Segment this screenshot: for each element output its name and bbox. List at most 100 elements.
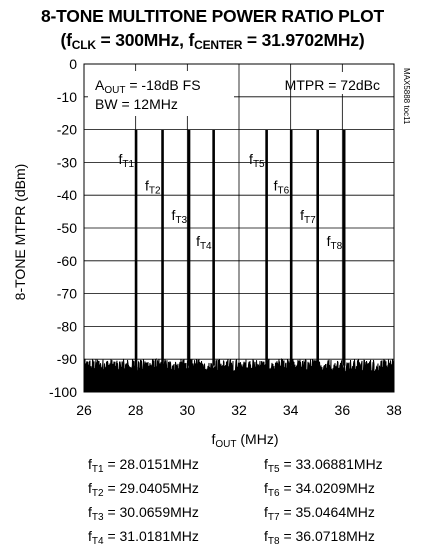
- legend-sub: T8: [267, 536, 280, 547]
- tone-label-sub: T6: [278, 185, 290, 196]
- tone-label-f: f: [145, 177, 149, 193]
- tone-label-f: f: [249, 151, 253, 167]
- tone-label-sub: T7: [304, 215, 316, 226]
- figure-code: MAX5888 toc11: [402, 68, 411, 125]
- x-axis-title-main: f: [212, 431, 216, 447]
- legend-sub: T5: [267, 464, 280, 475]
- x-tick-label: 28: [128, 402, 144, 418]
- tone-label-f: f: [118, 151, 122, 167]
- x-axis-title-sub: OUT: [215, 439, 236, 450]
- y-tick-label: -90: [57, 351, 77, 367]
- legend-right-row-2: fT7 = 35.0464MHz: [264, 503, 383, 527]
- legend-value: = 35.0464MHz: [279, 504, 375, 520]
- legend-right-row-1: fT6 = 34.0209MHz: [264, 479, 383, 503]
- title-sub-clk: CLK: [71, 38, 96, 52]
- tone-label-f: f: [274, 177, 278, 193]
- legend-value: = 34.0209MHz: [279, 480, 375, 496]
- y-tick-label: -10: [57, 89, 77, 105]
- legend-left-row-3: fT4 = 31.0181MHz: [88, 527, 199, 551]
- tone-label-t7: fT7: [300, 207, 316, 226]
- tone-label-sub: T2: [149, 185, 161, 196]
- tone-label-f: f: [171, 207, 175, 223]
- x-axis-title: fOUT (MHz): [212, 431, 279, 450]
- tone-label-t4: fT4: [196, 233, 212, 252]
- title-post: = 31.9702MHz): [242, 30, 365, 50]
- tone-label-f: f: [300, 207, 304, 223]
- x-tick-label: 36: [335, 402, 351, 418]
- y-axis-title: 8-TONE MTPR (dBm): [12, 164, 28, 301]
- tone-legend-right: fT5 = 33.06881MHz fT6 = 34.0209MHz fT7 =…: [264, 455, 383, 551]
- legend-value: = 36.0718MHz: [279, 528, 375, 544]
- legend-left-row-1: fT2 = 29.0405MHz: [88, 479, 199, 503]
- tone-label-f: f: [196, 233, 200, 249]
- y-tick-label: -80: [57, 318, 77, 334]
- legend-f: f: [88, 480, 92, 496]
- tone-label-sub: T4: [200, 241, 212, 252]
- legend-sub: T6: [267, 488, 280, 499]
- tone-label-sub: T5: [253, 159, 265, 170]
- annotation-aout-value: = -18dB FS: [125, 77, 200, 93]
- legend-sub: T3: [91, 512, 104, 523]
- x-tick-label: 26: [76, 402, 92, 418]
- title-pre: (f: [60, 30, 72, 50]
- annotation-mtpr: MTPR = 72dBc: [285, 77, 380, 93]
- legend-value: = 31.0181MHz: [103, 528, 199, 544]
- y-tick-label: 0: [69, 56, 77, 72]
- annotation-aout-sub: OUT: [104, 85, 125, 96]
- legend-f: f: [264, 456, 268, 472]
- x-tick-label: 38: [386, 402, 402, 418]
- legend-f: f: [264, 504, 268, 520]
- tone-label-sub: T3: [175, 215, 187, 226]
- tone-label-sub: T8: [331, 241, 343, 252]
- legend-sub: T1: [91, 464, 104, 475]
- legend-value: = 30.0659MHz: [103, 504, 199, 520]
- y-tick-label: -40: [57, 187, 77, 203]
- legend-left-row-0: fT1 = 28.0151MHz: [88, 455, 199, 479]
- noise-floor: [83, 357, 395, 392]
- legend-left-row-2: fT3 = 30.0659MHz: [88, 503, 199, 527]
- legend-value: = 28.0151MHz: [103, 456, 199, 472]
- annotation-aout: AOUT = -18dB FS: [95, 77, 201, 96]
- y-tick-label: -60: [57, 253, 77, 269]
- plot-frame: [83, 63, 395, 393]
- y-tick-label: -50: [57, 220, 77, 236]
- legend-sub: T7: [267, 512, 280, 523]
- legend-value: = 29.0405MHz: [103, 480, 199, 496]
- chart-title-line1: 8-TONE MULTITONE POWER RATIO PLOT: [40, 6, 385, 26]
- annotation-bw: BW = 12MHz: [95, 96, 178, 112]
- legend-f: f: [88, 456, 92, 472]
- tone-label-sub: T1: [122, 159, 134, 170]
- y-tick-label: -70: [57, 286, 77, 302]
- x-axis-title-unit: (MHz): [237, 431, 279, 447]
- tone-label-t8: fT8: [327, 233, 343, 252]
- noise-floor-fill: [84, 372, 394, 392]
- legend-sub: T4: [91, 536, 104, 547]
- title-mid: = 300MHz, f: [95, 30, 195, 50]
- tone-label-t5: fT5: [249, 151, 265, 170]
- x-tick-label: 34: [283, 402, 299, 418]
- x-tick-labels: 26 28 30 32 34 36 38: [76, 402, 402, 418]
- y-tick-labels: 0 -10 -20 -30 -40 -50 -60 -70 -80 -90 -100: [49, 56, 77, 400]
- tone-label-t6: fT6: [274, 177, 290, 196]
- tone-bars: [134, 129, 346, 366]
- y-tick-label: -100: [49, 384, 77, 400]
- legend-f: f: [264, 480, 268, 496]
- annotation-bg-right: [302, 72, 390, 94]
- title-sub-center: CENTER: [194, 38, 243, 52]
- y-tick-label: -30: [57, 154, 77, 170]
- legend-f: f: [88, 504, 92, 520]
- tone-label-t3: fT3: [171, 207, 187, 226]
- legend-right-row-0: fT5 = 33.06881MHz: [264, 455, 383, 479]
- annotation-bg-left: [88, 71, 234, 116]
- tone-label-t2: fT2: [145, 177, 161, 196]
- tone-label-f: f: [327, 233, 331, 249]
- tone-label-t1: fT1: [118, 151, 134, 170]
- x-tick-label: 32: [231, 402, 247, 418]
- legend-right-row-3: fT8 = 36.0718MHz: [264, 527, 383, 551]
- x-tick-label: 30: [180, 402, 196, 418]
- chart-title-line2: (fCLK = 300MHz, fCENTER = 31.9702MHz): [0, 30, 425, 52]
- y-tick-label: -20: [57, 122, 77, 138]
- legend-sub: T2: [91, 488, 104, 499]
